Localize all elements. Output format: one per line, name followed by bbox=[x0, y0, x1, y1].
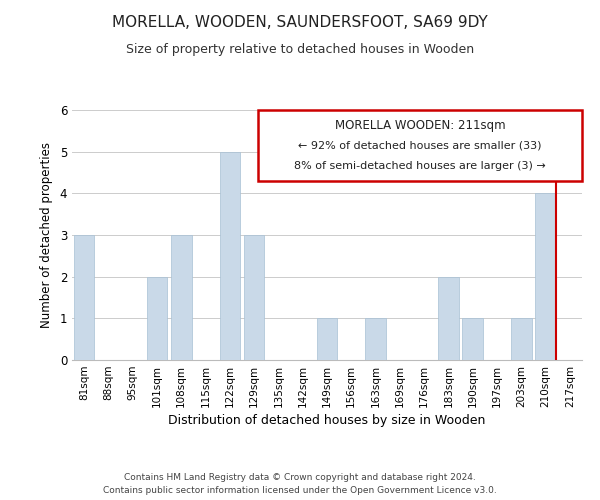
X-axis label: Distribution of detached houses by size in Wooden: Distribution of detached houses by size … bbox=[169, 414, 485, 427]
Bar bbox=[463, 318, 483, 360]
Y-axis label: Number of detached properties: Number of detached properties bbox=[40, 142, 53, 328]
Bar bbox=[244, 235, 265, 360]
Bar bbox=[146, 276, 167, 360]
Bar bbox=[317, 318, 337, 360]
Text: MORELLA WOODEN: 211sqm: MORELLA WOODEN: 211sqm bbox=[335, 119, 505, 132]
Bar bbox=[74, 235, 94, 360]
Bar bbox=[220, 152, 240, 360]
Bar bbox=[171, 235, 191, 360]
Bar bbox=[511, 318, 532, 360]
Text: MORELLA, WOODEN, SAUNDERSFOOT, SA69 9DY: MORELLA, WOODEN, SAUNDERSFOOT, SA69 9DY bbox=[112, 15, 488, 30]
Text: 8% of semi-detached houses are larger (3) →: 8% of semi-detached houses are larger (3… bbox=[294, 160, 546, 170]
Text: Size of property relative to detached houses in Wooden: Size of property relative to detached ho… bbox=[126, 42, 474, 56]
Bar bbox=[365, 318, 386, 360]
FancyBboxPatch shape bbox=[258, 110, 582, 181]
Bar bbox=[438, 276, 459, 360]
Bar bbox=[535, 194, 556, 360]
Text: Contains public sector information licensed under the Open Government Licence v3: Contains public sector information licen… bbox=[103, 486, 497, 495]
Text: Contains HM Land Registry data © Crown copyright and database right 2024.: Contains HM Land Registry data © Crown c… bbox=[124, 472, 476, 482]
Text: ← 92% of detached houses are smaller (33): ← 92% of detached houses are smaller (33… bbox=[298, 140, 542, 150]
